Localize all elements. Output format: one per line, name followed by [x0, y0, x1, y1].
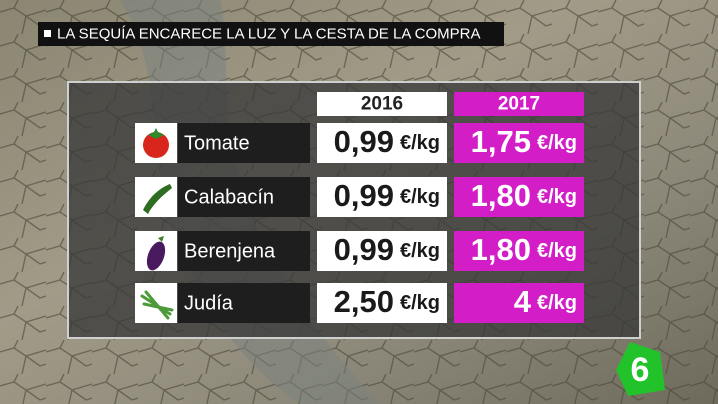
price-cell-2017 — [454, 123, 584, 163]
price-2017: 1,75 €/kg — [471, 124, 577, 159]
title-bullet — [44, 30, 51, 37]
price-cell-2016 — [317, 283, 447, 323]
unit: €/kg — [537, 292, 577, 314]
title-bar — [38, 22, 504, 46]
price: 0,99 — [334, 178, 394, 213]
unit: €/kg — [400, 292, 440, 314]
price: 1,80 — [471, 232, 531, 267]
price-cell-2016 — [317, 177, 447, 217]
unit: €/kg — [537, 240, 577, 262]
price-2016: 2,50 €/kg — [334, 284, 440, 319]
price-2016: 0,99 €/kg — [334, 124, 440, 159]
price-2017: 1,80 €/kg — [471, 178, 577, 213]
column-header: 2017 — [498, 94, 540, 115]
icon-zucchini — [143, 184, 172, 214]
svg-text:6: 6 — [631, 351, 650, 389]
name-cell — [178, 231, 310, 271]
price-cell-2016 — [317, 231, 447, 271]
unit: €/kg — [400, 132, 440, 154]
product-name: Berenjena — [184, 240, 276, 262]
price: 4 — [514, 284, 532, 319]
header-cell — [454, 92, 584, 116]
price: 0,99 — [334, 232, 394, 267]
unit: €/kg — [400, 186, 440, 208]
price: 0,99 — [334, 124, 394, 159]
icon-tomato — [143, 128, 169, 158]
price-2016: 0,99 €/kg — [334, 178, 440, 213]
product-name: Calabacín — [184, 186, 274, 208]
title: LA SEQUÍA ENCARECE LA LUZ Y LA CESTA DE … — [57, 25, 481, 42]
price-cell-2017 — [454, 283, 584, 323]
price-cell-2016 — [317, 123, 447, 163]
name-cell — [178, 283, 310, 323]
channel-logo: 6 — [616, 342, 665, 396]
unit: €/kg — [537, 186, 577, 208]
price-2017: 1,80 €/kg — [471, 232, 577, 267]
product-name: Judía — [184, 292, 234, 314]
price: 1,80 — [471, 178, 531, 213]
price-2017: 4 €/kg — [514, 284, 577, 319]
name-cell — [178, 177, 310, 217]
name-cell — [178, 123, 310, 163]
unit: €/kg — [400, 240, 440, 262]
column-header: 2016 — [361, 94, 403, 115]
price: 1,75 — [471, 124, 531, 159]
price: 2,50 — [334, 284, 394, 319]
icon-eggplant — [146, 236, 166, 271]
icon-beans — [140, 290, 174, 320]
price-2016: 0,99 €/kg — [334, 232, 440, 267]
price-cell-2017 — [454, 177, 584, 217]
price-cell-2017 — [454, 231, 584, 271]
header-cell — [317, 92, 447, 116]
product-name: Tomate — [184, 132, 250, 154]
unit: €/kg — [537, 132, 577, 154]
